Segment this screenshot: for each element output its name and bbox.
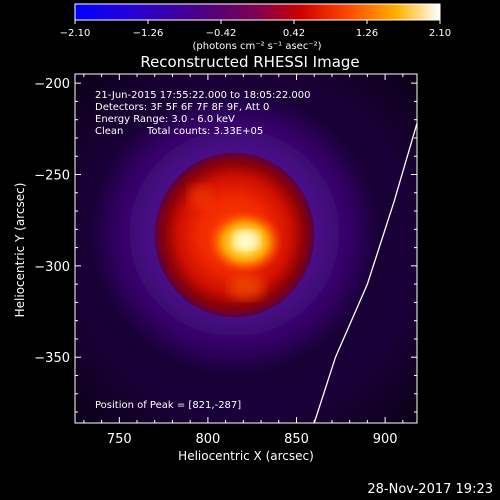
solar-limb-curve (313, 123, 417, 423)
plot-frame (74, 73, 418, 424)
image-vignette (75, 74, 417, 423)
footer-timestamp: 28-Nov-2017 19:23 (367, 482, 493, 497)
y-axis: −200 −250 −300 −350 (34, 77, 417, 413)
colorbar-tick-label: −2.10 (60, 28, 91, 39)
annotation-peak-position: Position of Peak = [821,-287] (95, 400, 241, 411)
annotation-detectors: Detectors: 3F 5F 6F 7F 8F 9F, Att 0 (95, 102, 269, 113)
x-tick-label: 850 (284, 432, 309, 447)
colorbar-gradient (74, 3, 441, 21)
annotation-total-counts: Total counts: 3.33E+05 (146, 126, 263, 137)
annotation-clean: Clean (95, 126, 123, 137)
colorbar: −2.10 −1.26 −0.42 0.42 1.26 2.10 (photons cm⁻… (60, 3, 451, 52)
plot-area (75, 74, 417, 423)
colorbar-tick-label: −0.42 (206, 28, 237, 39)
y-tick-label: −300 (34, 260, 70, 275)
y-tick-label: −200 (34, 77, 70, 92)
x-tick-label: 750 (107, 432, 132, 447)
x-axis-label: Heliocentric X (arcsec) (178, 449, 314, 463)
y-tick-label: −350 (34, 351, 70, 366)
x-tick-label: 900 (373, 432, 398, 447)
annotation-time-range: 21-Jun-2015 17:55:22.000 to 18:05:22.000 (95, 90, 311, 101)
colorbar-tick-label: −1.26 (133, 28, 164, 39)
y-axis-label: Heliocentric Y (arcsec) (13, 183, 27, 318)
chart-title: Reconstructed RHESSI Image (140, 53, 359, 71)
colorbar-tick-label: 2.10 (429, 28, 451, 39)
colorbar-units-label: (photons cm⁻² s⁻¹ asec⁻²) (192, 41, 321, 52)
y-tick-label: −250 (34, 168, 70, 183)
annotation-energy-range: Energy Range: 3.0 - 6.0 keV (95, 114, 235, 125)
annotations: 21-Jun-2015 17:55:22.000 to 18:05:22.000… (95, 90, 311, 411)
x-tick-label: 800 (195, 432, 220, 447)
colorbar-ticks: −2.10 −1.26 −0.42 0.42 1.26 2.10 (60, 20, 451, 39)
colorbar-tick-label: 0.42 (283, 28, 305, 39)
colorbar-tick-label: 1.26 (356, 28, 378, 39)
x-axis: 750 800 850 900 (83, 74, 404, 447)
